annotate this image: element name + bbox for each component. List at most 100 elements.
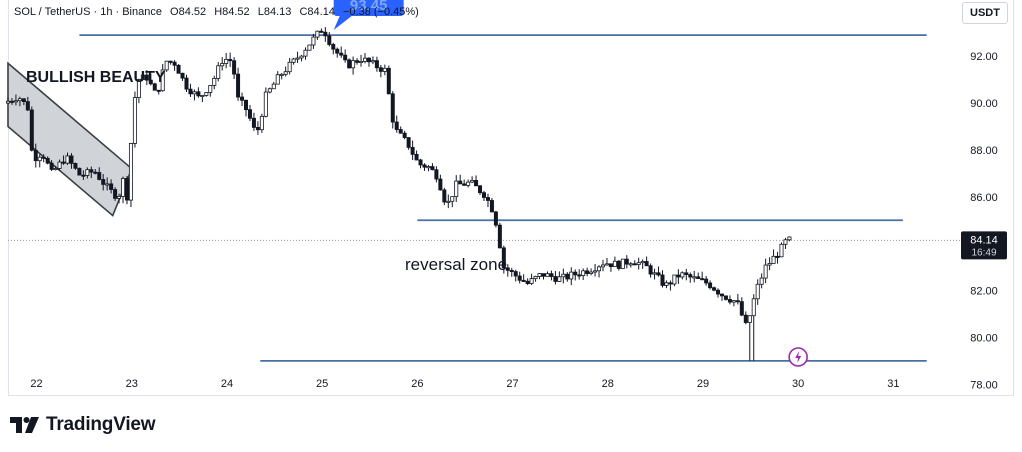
candle-body <box>283 71 288 75</box>
candle-body <box>394 121 399 130</box>
symbol-label[interactable]: SOL / TetherUS · 1h · Binance <box>14 6 162 18</box>
high-marker-label: 93.45 <box>350 0 388 14</box>
y-tick-label: 78.00 <box>970 379 998 391</box>
change-value: −0.38 (−0.45%) <box>343 6 419 18</box>
candle-body <box>176 64 181 74</box>
candle-body <box>275 74 280 85</box>
candle-body <box>735 300 740 303</box>
candle-body <box>220 63 225 67</box>
candle-body <box>212 78 217 86</box>
candle-body <box>656 272 661 276</box>
candle-body <box>45 157 50 164</box>
candle-body <box>493 211 498 226</box>
candle-body <box>628 263 633 266</box>
candle-body <box>255 127 260 131</box>
candle-body <box>763 264 768 279</box>
candle-body <box>279 73 284 76</box>
candle-body <box>37 156 42 162</box>
candle-body <box>712 287 717 291</box>
candle-body <box>692 276 697 279</box>
candle-body <box>240 96 245 101</box>
price-badge <box>961 231 1007 260</box>
candle-body <box>616 260 621 269</box>
candle-body <box>148 79 153 85</box>
x-tick-label: 28 <box>602 378 614 390</box>
candle-body <box>604 263 609 266</box>
candle-body <box>418 159 423 166</box>
candle-body <box>458 180 463 185</box>
candle-body <box>263 91 268 117</box>
tradingview-logo[interactable]: TradingView <box>10 414 156 436</box>
chart-plot[interactable]: 92.0090.0088.0086.0084.0082.0080.0078.00… <box>0 0 1022 400</box>
candle-body <box>355 60 360 63</box>
candle-body <box>29 109 34 151</box>
candle-body <box>180 72 185 79</box>
candle-body <box>49 162 54 170</box>
candle-body <box>485 197 490 201</box>
candle-body <box>125 178 130 201</box>
candle-body <box>644 261 649 267</box>
x-tick-label: 22 <box>30 378 42 390</box>
candle-body <box>474 179 479 187</box>
currency-button[interactable]: USDT <box>962 2 1008 24</box>
x-tick-label: 23 <box>126 378 138 390</box>
open-value: O84.52 <box>170 6 207 18</box>
candle-body <box>525 280 530 284</box>
candle-body <box>723 295 728 300</box>
candle-body <box>549 273 554 277</box>
candle-body <box>489 200 494 213</box>
candle-body <box>378 67 383 72</box>
candle-body <box>17 98 22 102</box>
candle-body <box>688 274 693 278</box>
candle-body <box>704 278 709 284</box>
candle-body <box>192 91 197 95</box>
candle-body <box>505 267 510 271</box>
candle-body <box>720 293 725 297</box>
candle-body <box>672 274 677 285</box>
candle-body <box>85 169 90 176</box>
candle-body <box>89 169 94 173</box>
candle-body <box>497 224 502 249</box>
y-tick-label: 86.00 <box>970 192 998 204</box>
candle-body <box>101 179 106 185</box>
candle-body <box>224 58 229 64</box>
candle-body <box>259 115 264 131</box>
candle-body <box>533 276 538 280</box>
candle-body <box>164 60 169 71</box>
candle-body <box>771 255 776 264</box>
candle-body <box>640 261 645 264</box>
y-tick-label: 80.00 <box>970 332 998 344</box>
candle-body <box>331 44 336 50</box>
candle-body <box>188 88 193 95</box>
symbol-header: SOL / TetherUS · 1h · Binance O84.52 H84… <box>14 6 424 18</box>
candle-body <box>589 271 594 274</box>
y-tick-label: 90.00 <box>970 98 998 110</box>
low-value: L84.13 <box>257 6 292 18</box>
candle-body <box>751 298 756 317</box>
candle-body <box>521 279 526 282</box>
candle-body <box>307 44 312 51</box>
candle-body <box>716 289 721 295</box>
candle-body <box>267 88 272 93</box>
candle-body <box>608 263 613 268</box>
candle-body <box>414 153 419 161</box>
candle-body <box>232 60 237 75</box>
candle-body <box>664 282 669 286</box>
pattern-annotation: BULLISH BEAUTY <box>26 69 166 86</box>
candle-body <box>323 31 328 37</box>
candle-body <box>228 58 233 62</box>
candle-body <box>105 183 110 186</box>
candle-body <box>374 60 379 69</box>
candle-body <box>13 100 18 103</box>
candle-body <box>470 179 475 183</box>
candle-body <box>77 167 82 176</box>
candle-body <box>299 55 304 59</box>
y-tick-label: 82.00 <box>970 286 998 298</box>
candle-body <box>184 77 189 90</box>
candle-body <box>351 60 356 69</box>
candle-body <box>311 36 316 46</box>
candle-body <box>81 174 86 177</box>
candle-body <box>343 54 348 61</box>
candle-body <box>466 181 471 186</box>
candle-body <box>132 97 137 144</box>
